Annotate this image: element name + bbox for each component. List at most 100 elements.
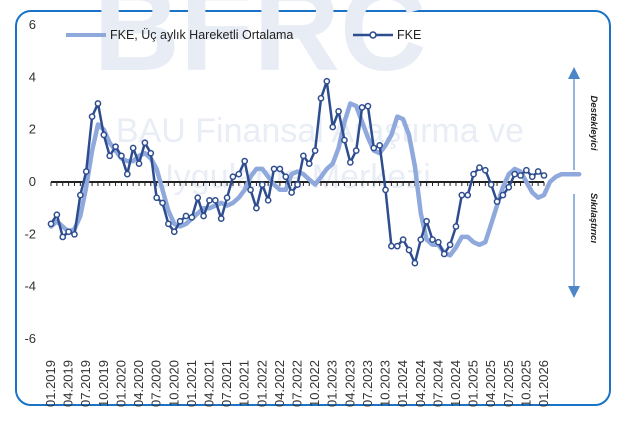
fke-point [534, 168, 542, 175]
x-tick-label: 01.2024 [395, 360, 410, 407]
fke-point [294, 181, 301, 188]
x-tick-label: 07.2021 [219, 360, 234, 407]
fke-point [59, 233, 67, 241]
fke-point [376, 142, 384, 149]
fke-point [476, 164, 483, 171]
fke-point [188, 213, 196, 221]
x-tick-label: 01.2026 [536, 360, 551, 407]
fke-point [370, 144, 378, 152]
fke-point [382, 186, 389, 194]
chart-frame [15, 10, 611, 406]
fke-point [241, 157, 249, 165]
fke-point [417, 236, 425, 243]
fke-point [71, 230, 78, 238]
side-annotation: Destekleyici Sıkılaştırıcı [568, 67, 599, 298]
fke-point [153, 194, 160, 202]
side-label-tightening: Sıkılaştırıcı [588, 193, 599, 244]
x-tick-label: 04.2022 [272, 360, 287, 407]
fke-point [94, 100, 102, 107]
x-tick-label: 07.2022 [290, 360, 305, 407]
fke-point [528, 173, 536, 181]
x-tick-label: 07.2020 [149, 360, 164, 407]
fke-point [323, 77, 331, 85]
fke-point [182, 212, 190, 220]
fke-point [487, 181, 495, 188]
series-layer [47, 77, 582, 267]
fke-point [335, 108, 342, 115]
fke-point [481, 166, 489, 174]
fke-point [305, 160, 313, 168]
x-tick-label: 04.2023 [342, 360, 357, 407]
fke-point [200, 212, 207, 220]
x-tick-label: 04.2020 [131, 360, 146, 407]
x-tick-label: 10.2023 [378, 360, 393, 407]
fke-point [253, 204, 260, 212]
fke-point [100, 131, 108, 139]
x-tick-label: 07.2025 [501, 360, 516, 407]
fke-point [282, 173, 290, 181]
x-tick-label: 01.2019 [43, 360, 58, 407]
x-axis-labels: 01.2019 04.2019 07.2019 10.2019 01.2020 04.20… [43, 360, 551, 407]
fke-point [411, 259, 419, 267]
y-tick-label: 2 [29, 122, 36, 137]
x-tick-label: 10.2025 [518, 360, 533, 407]
fke-point [123, 170, 131, 178]
fke-point [440, 250, 448, 258]
fke-point [264, 196, 272, 204]
fke-point [288, 189, 295, 196]
fke-point [399, 236, 407, 243]
watermark-logo: BFRC [93, 0, 426, 96]
fke-point [258, 181, 266, 188]
y-tick-label: 6 [29, 17, 36, 32]
y-axis-labels: 6 4 2 0 -2 -4 -6 [24, 17, 36, 346]
fke-point [170, 228, 178, 236]
fke-point [217, 215, 225, 222]
legend-label-fke: FKE [397, 28, 421, 42]
x-tick-label: 10.2019 [96, 360, 111, 407]
x-tick-label: 04.2025 [483, 360, 498, 407]
fke-point [511, 170, 519, 178]
fke-point [346, 159, 354, 166]
fke-point [206, 196, 213, 204]
fke-point [229, 173, 237, 181]
x-tick-label: 04.2019 [61, 360, 76, 407]
x-tick-label: 07.2023 [360, 360, 375, 407]
fke-point [106, 152, 114, 160]
fke-point [82, 168, 90, 175]
arrow-up-icon [568, 67, 580, 79]
x-tick-label: 10.2022 [307, 360, 322, 407]
fke-point [393, 242, 401, 250]
fke-point [47, 220, 55, 228]
fke-point [429, 236, 436, 243]
fke-point [223, 194, 231, 202]
legend-label-fke-ma: FKE, Üç aylık Hareketli Ortalama [110, 28, 293, 42]
fke-point [523, 166, 530, 174]
x-tick-label: 07.2019 [78, 360, 93, 407]
fke-point [540, 172, 548, 179]
watermark-line1: BAU Finansal Araştırma ve [116, 112, 524, 150]
fke-point [464, 191, 472, 199]
legend-marker-fke [369, 31, 377, 39]
fke-point [147, 149, 155, 157]
fke-point [247, 186, 254, 194]
fke-point [470, 170, 477, 178]
fke-point [517, 172, 524, 179]
fke-point [435, 238, 442, 246]
fke-point [135, 160, 143, 168]
y-tick-label: -2 [24, 226, 36, 241]
fke-point [76, 191, 84, 199]
fke-point [358, 104, 366, 111]
x-tick-label: 07.2024 [430, 360, 445, 407]
fke-point [388, 242, 395, 250]
x-tick-label: 10.2024 [448, 360, 463, 407]
fke-point [364, 102, 372, 110]
fke-point [165, 220, 172, 228]
fke-point [329, 123, 337, 131]
fke-point [499, 191, 507, 199]
series-line-fke-ma [48, 101, 582, 258]
fke-point [423, 217, 430, 225]
fke-point [341, 136, 348, 144]
arrow-down-icon [568, 286, 580, 298]
fke-point [194, 194, 202, 202]
